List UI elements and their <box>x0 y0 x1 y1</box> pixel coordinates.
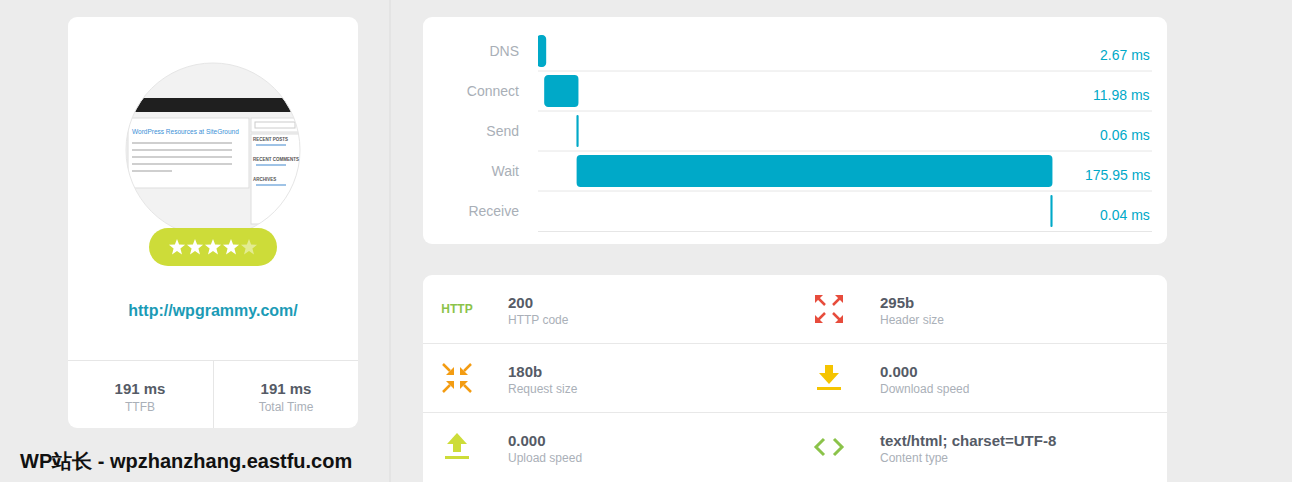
svg-text:2.67 ms: 2.67 ms <box>1100 47 1150 63</box>
svg-text:191 ms: 191 ms <box>261 380 312 397</box>
svg-text:RECENT COMMENTS: RECENT COMMENTS <box>253 157 299 162</box>
svg-text:Wait: Wait <box>492 163 520 179</box>
svg-text:HTTP: HTTP <box>441 302 472 316</box>
svg-text:11.98 ms: 11.98 ms <box>1093 87 1150 103</box>
svg-text:0.06 ms: 0.06 ms <box>1100 127 1150 143</box>
svg-text:WordPress Resources at SiteGro: WordPress Resources at SiteGround <box>132 128 239 135</box>
svg-text:Request size: Request size <box>508 382 578 396</box>
svg-text:RECENT POSTS: RECENT POSTS <box>253 137 288 142</box>
svg-text:Content type: Content type <box>880 451 948 465</box>
svg-text:0.04 ms: 0.04 ms <box>1100 207 1150 223</box>
svg-text:ARCHIVES: ARCHIVES <box>253 177 276 182</box>
svg-text:text/html; charset=UTF-8: text/html; charset=UTF-8 <box>880 432 1056 449</box>
svg-text:Upload speed: Upload speed <box>508 451 582 465</box>
svg-text:175.95 ms: 175.95 ms <box>1085 167 1150 183</box>
svg-text:Connect: Connect <box>467 83 519 99</box>
svg-text:TTFB: TTFB <box>125 400 155 414</box>
svg-text:Send: Send <box>486 123 519 139</box>
svg-text:DNS: DNS <box>489 43 519 59</box>
svg-text:180b: 180b <box>508 363 542 380</box>
svg-text:Total Time: Total Time <box>259 400 314 414</box>
svg-text:Download speed: Download speed <box>880 382 969 396</box>
svg-text:WP站长 - wpzhanzhang.eastfu.com: WP站长 - wpzhanzhang.eastfu.com <box>20 450 352 472</box>
svg-text:0.000: 0.000 <box>508 432 546 449</box>
svg-text:http://wpgrammy.com/: http://wpgrammy.com/ <box>128 302 298 319</box>
svg-text:200: 200 <box>508 294 533 311</box>
svg-text:295b: 295b <box>880 294 914 311</box>
svg-text:Header size: Header size <box>880 313 944 327</box>
svg-text:191 ms: 191 ms <box>115 380 166 397</box>
svg-text:0.000: 0.000 <box>880 363 918 380</box>
svg-text:Receive: Receive <box>468 203 519 219</box>
svg-text:HTTP code: HTTP code <box>508 313 569 327</box>
